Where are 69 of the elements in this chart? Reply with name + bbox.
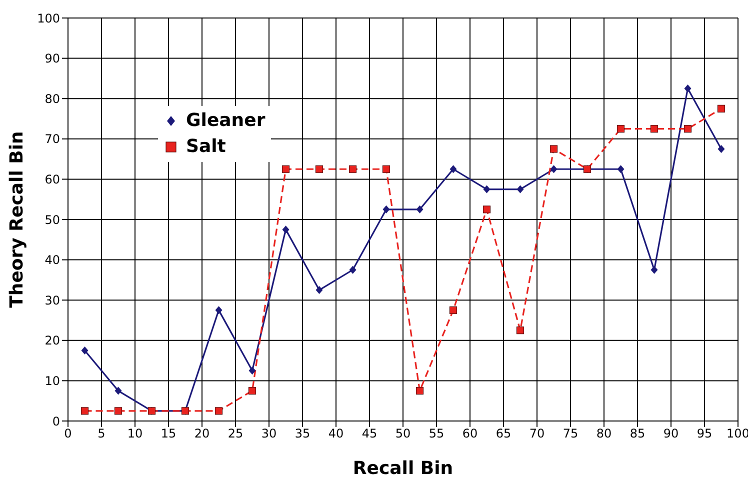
y-tick-label: 80 [44,92,60,106]
y-tick-label: 40 [44,253,60,268]
point [215,306,222,314]
y-axis-title: Theory Recall Bin [6,131,28,308]
point [616,125,625,133]
point [650,125,658,133]
y-tick-label: 70 [44,132,60,146]
point [80,407,89,415]
x-tick-label: 60 [462,426,478,441]
x-tick-label: 50 [395,426,411,441]
x-tick-label: 0 [64,426,72,441]
point [282,226,290,234]
x-tick-label: 15 [160,426,176,441]
point [617,165,624,174]
y-tick-label: 30 [44,293,60,308]
point [382,165,390,173]
x-tick-label: 25 [228,426,244,441]
x-tick-label: 75 [562,426,578,441]
point [550,165,558,174]
point [248,386,256,395]
point [382,205,390,214]
point [349,266,356,274]
x-tick-label: 10 [127,426,143,441]
y-tick-label: 60 [44,172,60,186]
legend-label: Gleaner [186,109,266,133]
point [248,366,256,375]
y-tick-label: 20 [44,334,60,348]
y-tick-label: 10 [44,374,60,388]
x-tick-label: 45 [362,426,378,441]
x-tick-label: 35 [294,426,310,441]
y-tick-label: 0 [52,414,60,428]
point [450,165,457,174]
point [516,326,524,334]
legend-label: Salt [186,135,226,159]
point [718,144,725,153]
x-tick-label: 5 [98,426,106,441]
x-tick-label: 95 [696,426,712,441]
point [449,306,458,314]
point [315,165,324,173]
point [81,346,88,354]
point [348,165,357,173]
point [282,165,290,173]
x-tick-label: 70 [529,426,545,441]
point [114,386,122,395]
point [650,266,658,274]
x-axis-title: Recall Bin [352,458,454,479]
point [482,206,491,214]
point [516,185,524,194]
x-tick-label: 40 [328,426,344,441]
x-tick-label: 90 [663,426,679,441]
point [483,185,490,194]
x-tick-label: 30 [261,426,277,441]
y-tick-label: 50 [44,212,60,227]
point [316,286,323,294]
point [550,145,558,153]
y-tick-label: 100 [37,11,60,26]
point [416,205,424,214]
x-tick-label: 85 [630,426,646,441]
x-tick-label: 80 [596,426,612,441]
point [684,125,692,133]
x-tick-label: 65 [496,426,512,441]
point [717,104,726,112]
x-tick-label: 55 [428,426,444,441]
point [114,407,122,415]
point [214,407,223,415]
x-tick-label: 20 [194,426,210,441]
point [684,84,692,93]
y-tick-label: 90 [44,52,60,66]
point [416,386,424,395]
